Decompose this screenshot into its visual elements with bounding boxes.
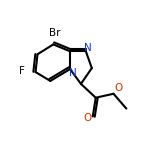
Text: F: F	[19, 66, 25, 76]
Text: O: O	[114, 83, 123, 93]
Text: N: N	[84, 43, 92, 53]
Text: Br: Br	[48, 28, 60, 38]
Text: O: O	[83, 113, 91, 123]
Text: N: N	[69, 68, 77, 78]
